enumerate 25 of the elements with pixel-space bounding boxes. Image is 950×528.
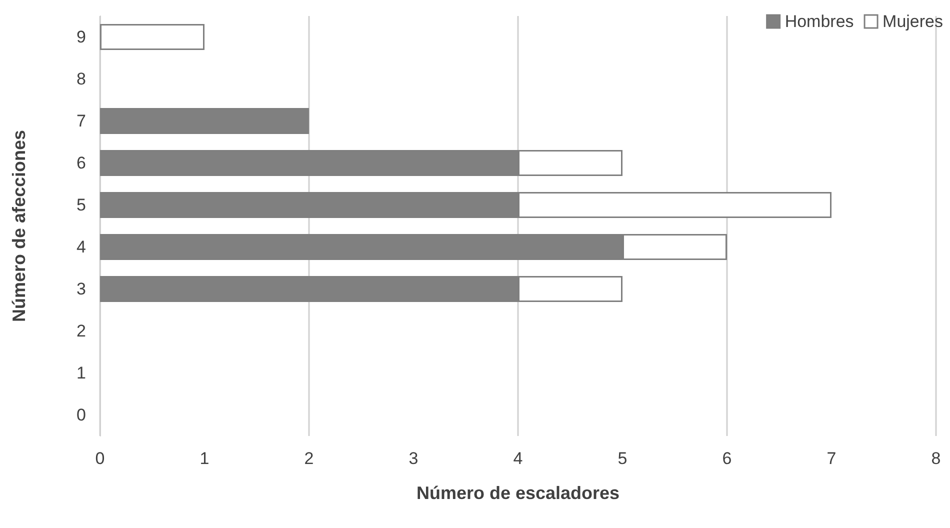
- y-tick-label: 9: [76, 28, 86, 46]
- y-tick-label: 2: [76, 322, 86, 340]
- x-axis-title: Número de escaladores: [416, 483, 620, 503]
- legend-label: Hombres: [784, 12, 854, 31]
- legend-label: Mujeres: [882, 12, 944, 31]
- y-tick-label: 8: [76, 70, 86, 88]
- x-tick-label: 4: [513, 449, 523, 468]
- bar: [100, 108, 309, 134]
- y-axis-title: Número de afecciones: [9, 130, 29, 322]
- y-tick-label: 4: [76, 238, 86, 256]
- x-tick-label: 7: [826, 449, 836, 468]
- x-tick-label: 2: [304, 449, 314, 468]
- x-tick-label: 5: [618, 449, 628, 468]
- bar: [100, 24, 204, 50]
- y-tick-label: 0: [76, 406, 86, 424]
- x-tick-label: 6: [722, 449, 732, 468]
- y-tick-label: 5: [76, 196, 86, 214]
- x-tick-label: 0: [95, 449, 105, 468]
- x-tick-label: 8: [931, 449, 941, 468]
- x-tick-label: 1: [200, 449, 210, 468]
- y-tick-label: 3: [76, 280, 86, 298]
- y-tick-label: 6: [76, 154, 86, 172]
- x-tick-label: 3: [408, 449, 418, 468]
- y-tick-label: 1: [76, 364, 86, 382]
- y-tick-label: 7: [76, 112, 86, 130]
